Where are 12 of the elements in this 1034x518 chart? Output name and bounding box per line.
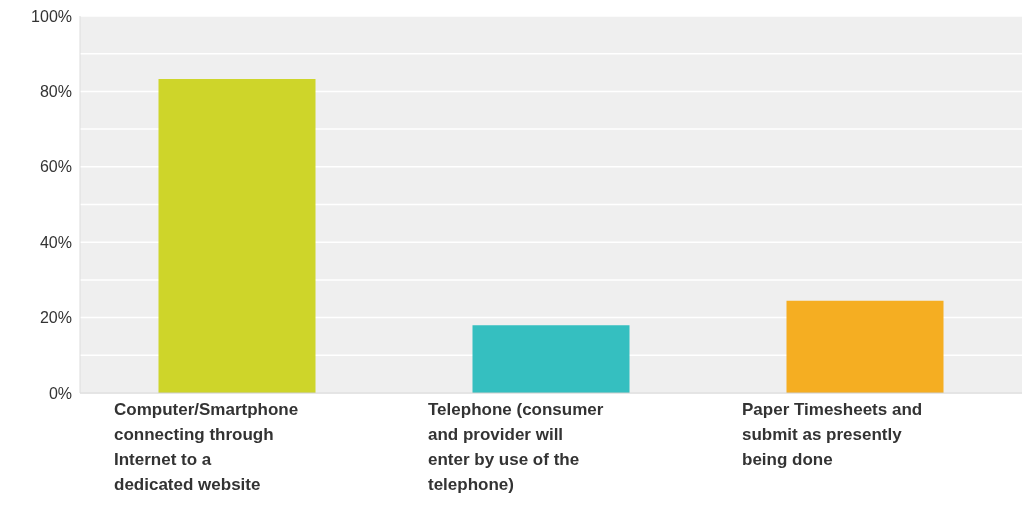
y-tick-label: 20%	[39, 309, 72, 327]
y-tick-label: 60%	[39, 158, 72, 176]
x-tick-label: Paper Timesheets and submit as presently being done	[742, 400, 923, 469]
y-tick-label: 80%	[39, 83, 72, 101]
bar	[472, 325, 630, 393]
y-tick-label: 0%	[48, 384, 72, 402]
y-tick-label: 100%	[31, 7, 72, 25]
bar	[158, 78, 316, 393]
x-tick-label: Computer/Smartphone connecting through Internet to a dedicated website	[114, 400, 299, 494]
y-tick-label: 40%	[39, 233, 72, 251]
bar	[786, 300, 944, 393]
x-tick-label: Telephone (consumer and provider will enter by use of the telephone)	[428, 400, 604, 494]
